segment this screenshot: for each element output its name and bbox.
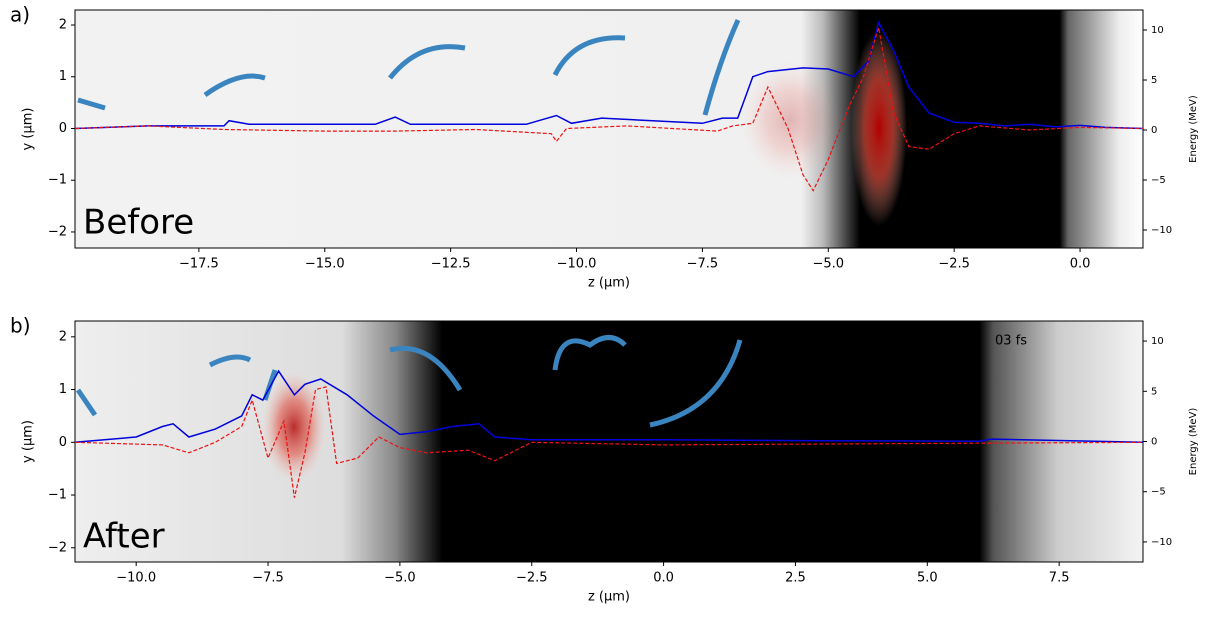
x-axis-label: z (μm) (588, 276, 630, 291)
y-tick-label: 1 (59, 69, 67, 84)
x-tick-label: −15.0 (305, 257, 345, 272)
density-map (75, 10, 1143, 248)
panel-label: b) (10, 314, 31, 338)
x-tick-label: −7.5 (252, 571, 284, 586)
x-tick-label: 0.0 (1070, 257, 1091, 272)
y-axis-label: y (μm) (21, 420, 36, 463)
x-tick-label: −17.5 (179, 257, 219, 272)
y-tick-label: 0 (59, 121, 67, 136)
beam-streaks (77, 18, 741, 116)
x-tick-label: −5.0 (384, 571, 416, 586)
y2-tick-label: 0 (1151, 437, 1157, 448)
energy-density (262, 372, 326, 482)
y2-tick-label: −10 (1151, 225, 1172, 236)
y2-tick-label: −5 (1151, 175, 1166, 186)
annotation: 03 fs (995, 334, 1027, 349)
x-tick-label: −2.5 (938, 257, 970, 272)
series-line (74, 27, 1144, 192)
y-tick-label: 0 (59, 435, 67, 450)
x-tick-label: 7.5 (1049, 571, 1070, 586)
x-tick-label: 0.0 (653, 571, 674, 586)
y2-axis-label: Energy (MeV) (1188, 408, 1199, 476)
x-tick-label: −10.0 (116, 571, 156, 586)
y2-tick-label: −5 (1151, 487, 1166, 498)
y-tick-label: 2 (59, 18, 67, 33)
energy-density (851, 30, 907, 226)
y2-tick-label: 0 (1151, 125, 1157, 136)
y-tick-label: −1 (48, 488, 67, 503)
x-axis-label: z (μm) (588, 590, 630, 605)
y2-axis-label: Energy (MeV) (1188, 95, 1199, 163)
series-line (74, 369, 1144, 444)
series-line (74, 386, 1144, 498)
y-tick-label: 1 (59, 382, 67, 397)
y-axis-label: y (μm) (21, 108, 36, 151)
y2-tick-label: 5 (1151, 75, 1157, 86)
y2-tick-label: 5 (1151, 386, 1157, 397)
x-tick-label: −12.5 (431, 257, 471, 272)
y-tick-label: −2 (48, 540, 67, 555)
panel-label: a) (10, 3, 30, 27)
y2-tick-label: −10 (1151, 537, 1172, 548)
x-tick-label: −7.5 (687, 257, 719, 272)
x-tick-label: −5.0 (813, 257, 845, 272)
plot-frame (74, 9, 1144, 249)
corner-label: After (83, 517, 165, 557)
y-tick-label: −2 (48, 224, 67, 239)
energy-density (740, 60, 840, 180)
beam-streaks (75, 335, 743, 428)
y-tick-label: −1 (48, 173, 67, 188)
y2-tick-label: 10 (1151, 336, 1164, 347)
corner-label: Before (83, 203, 194, 243)
x-tick-label: 5.0 (917, 571, 938, 586)
x-tick-label: 2.5 (785, 571, 806, 586)
x-tick-label: −2.5 (516, 571, 548, 586)
x-tick-label: −10.0 (557, 257, 597, 272)
series-line (74, 20, 1144, 130)
y2-tick-label: 10 (1151, 25, 1164, 36)
y-tick-label: 2 (59, 329, 67, 344)
